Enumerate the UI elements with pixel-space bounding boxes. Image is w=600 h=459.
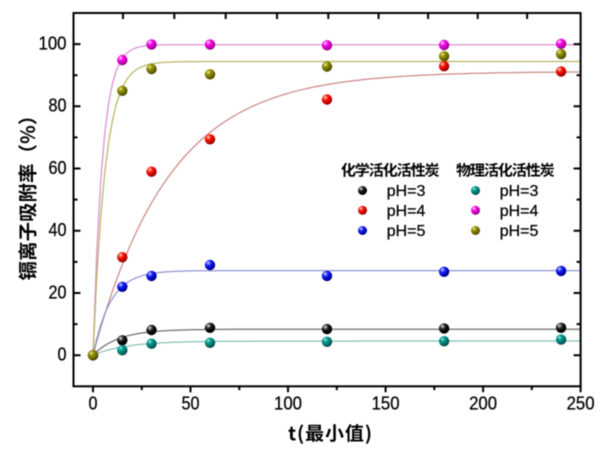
svg-text:20: 20 [49, 282, 67, 302]
svg-text:60: 60 [49, 158, 67, 178]
svg-text:pH=3: pH=3 [500, 183, 539, 200]
svg-text:pH=3: pH=3 [387, 183, 426, 200]
svg-text:50: 50 [182, 394, 200, 414]
svg-text:pH=5: pH=5 [387, 223, 426, 240]
svg-text:pH=4: pH=4 [500, 203, 539, 220]
svg-text:40: 40 [49, 220, 67, 240]
svg-text:80: 80 [49, 96, 67, 116]
svg-text:250: 250 [567, 394, 595, 414]
svg-text:pH=5: pH=5 [500, 223, 539, 240]
svg-text:100: 100 [39, 33, 67, 53]
svg-text:150: 150 [372, 394, 400, 414]
svg-text:0: 0 [89, 394, 98, 414]
svg-text:200: 200 [469, 394, 497, 414]
svg-text:100: 100 [274, 394, 302, 414]
svg-text:pH=4: pH=4 [387, 203, 426, 220]
svg-text:0: 0 [58, 345, 67, 365]
